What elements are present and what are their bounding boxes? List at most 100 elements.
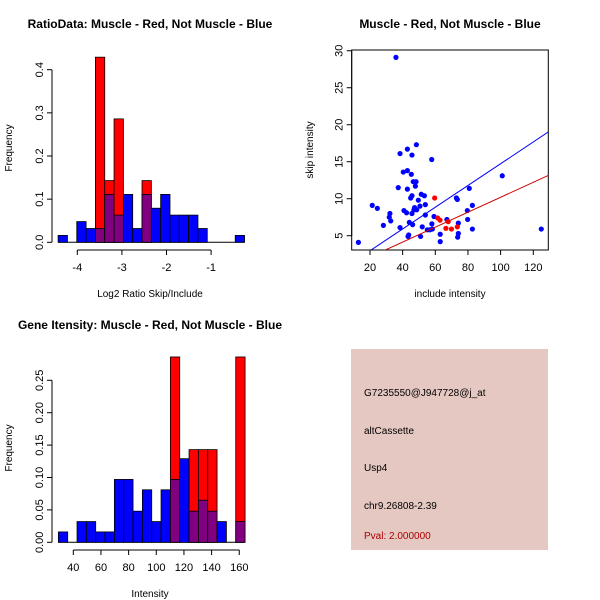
- not-muscle-point: [437, 239, 443, 245]
- x-tick-label: 140: [202, 562, 220, 574]
- muscle-bar: [95, 56, 106, 243]
- not-muscle-point: [417, 203, 423, 209]
- not-muscle-bar: [76, 521, 87, 543]
- not-muscle-bar: [197, 228, 208, 243]
- y-tick-label: 0.05: [34, 499, 46, 520]
- x-tick-label: 40: [397, 262, 409, 274]
- not-muscle-bar: [179, 458, 190, 543]
- not-muscle-bar: [95, 531, 106, 543]
- not-muscle-point: [469, 226, 475, 232]
- overlap-bar: [188, 510, 199, 543]
- chart-title: Muscle - Red, Not Muscle - Blue: [359, 17, 541, 31]
- x-tick-label: 80: [462, 262, 474, 274]
- overlap-bar: [169, 479, 181, 543]
- not-muscle-point: [413, 142, 419, 148]
- x-tick-label: 60: [429, 262, 441, 274]
- not-muscle-bar: [113, 479, 125, 543]
- y-tick-label: 0.3: [34, 105, 46, 120]
- y-tick-label: 0.15: [34, 434, 46, 455]
- x-tick-label: 100: [491, 262, 509, 274]
- not-muscle-point: [397, 150, 403, 157]
- x-tick-label: 40: [67, 562, 79, 574]
- intensity-histogram: Gene Itensity: Muscle - Red, Not Muscle …: [4, 318, 282, 600]
- not-muscle-bar: [151, 521, 162, 543]
- not-muscle-bar: [122, 194, 134, 243]
- not-muscle-point: [404, 186, 410, 192]
- not-muscle-bar: [160, 194, 171, 243]
- x-tick-label: -3: [117, 262, 127, 274]
- not-muscle-bar: [85, 521, 97, 543]
- not-muscle-bar: [76, 221, 87, 243]
- x-tick-label: 120: [524, 262, 542, 274]
- not-muscle-point: [429, 156, 435, 163]
- not-muscle-point: [409, 193, 415, 199]
- not-muscle-point: [418, 233, 424, 240]
- muscle-point: [454, 224, 460, 230]
- not-muscle-bar: [57, 234, 68, 243]
- not-muscle-point: [393, 54, 399, 60]
- y-tick-label: 15: [334, 156, 346, 168]
- not-muscle-point: [404, 146, 410, 152]
- not-muscle-bar: [169, 214, 180, 243]
- y-tick-label: 0.0: [34, 235, 46, 250]
- y-tick-label: 20: [334, 119, 346, 131]
- x-tick-label: 100: [147, 562, 165, 574]
- chart-title: RatioData: Muscle - Red, Not Muscle - Bl…: [28, 17, 273, 31]
- not-muscle-point: [499, 173, 505, 179]
- not-muscle-point: [403, 210, 410, 216]
- overlap-bar: [197, 499, 209, 543]
- info-panel-background: [351, 349, 548, 550]
- x-tick-label: 20: [364, 262, 376, 274]
- not-muscle-point: [422, 202, 428, 208]
- not-muscle-point: [404, 168, 410, 174]
- y-tick-label: 30: [334, 45, 346, 57]
- overlap-bar: [141, 194, 152, 243]
- not-muscle-point: [406, 232, 412, 238]
- not-muscle-point: [414, 207, 420, 213]
- not-muscle-point: [465, 216, 471, 223]
- y-tick-label: 0.4: [34, 62, 46, 77]
- not-muscle-point: [421, 193, 427, 199]
- y-axis-label: Frequency: [4, 424, 15, 471]
- x-tick-label: -1: [206, 262, 216, 274]
- not-muscle-bar: [85, 228, 96, 243]
- x-axis-label: Log2 Ratio Skip/Include: [97, 289, 203, 300]
- overlap-bar: [104, 194, 115, 243]
- not-muscle-point: [538, 226, 544, 232]
- not-muscle-point: [466, 185, 472, 191]
- not-muscle-point: [369, 202, 375, 208]
- not-muscle-point: [455, 230, 461, 237]
- intensity-scatter: Muscle - Red, Not Muscle - Blue 5 10 15 20 2…: [305, 17, 549, 300]
- not-muscle-point: [355, 239, 361, 245]
- not-muscle-point: [397, 224, 403, 231]
- not-muscle-point: [422, 212, 428, 218]
- muscle-point: [432, 195, 438, 201]
- not-muscle-bar: [141, 489, 153, 543]
- y-tick-label: 25: [334, 82, 346, 94]
- muscle-point: [437, 217, 443, 223]
- event-type: altCassette: [364, 426, 414, 437]
- not-muscle-bar: [104, 531, 115, 543]
- overlap-bar: [113, 214, 124, 243]
- y-tick-label: 0.2: [34, 148, 46, 163]
- genomic-location: chr9.26808-2.39: [364, 501, 437, 512]
- info-panel: G7235550@J947728@j_at altCassette Usp4 c…: [351, 349, 548, 550]
- muscle-fit-line: [384, 174, 549, 250]
- not-muscle-bar: [188, 214, 199, 243]
- x-tick-label: 160: [230, 562, 248, 574]
- probe-id: G7235550@J947728@j_at: [364, 388, 486, 399]
- pval: Pval: 2.000000: [364, 531, 431, 542]
- not-muscle-point: [437, 231, 443, 237]
- y-tick-label: 0.20: [34, 402, 46, 423]
- not-muscle-point: [429, 221, 435, 227]
- not-muscle-bar: [132, 510, 143, 543]
- chart-title: Gene Itensity: Muscle - Red, Not Muscle …: [18, 318, 282, 332]
- y-axis-label: skip intensity: [305, 121, 316, 178]
- y-tick-label: 0.1: [34, 192, 46, 207]
- overlap-bar: [235, 521, 246, 543]
- not-muscle-fit-line: [370, 131, 549, 250]
- not-muscle-bar: [160, 489, 171, 543]
- not-muscle-point: [415, 197, 421, 203]
- not-muscle-point: [388, 218, 394, 224]
